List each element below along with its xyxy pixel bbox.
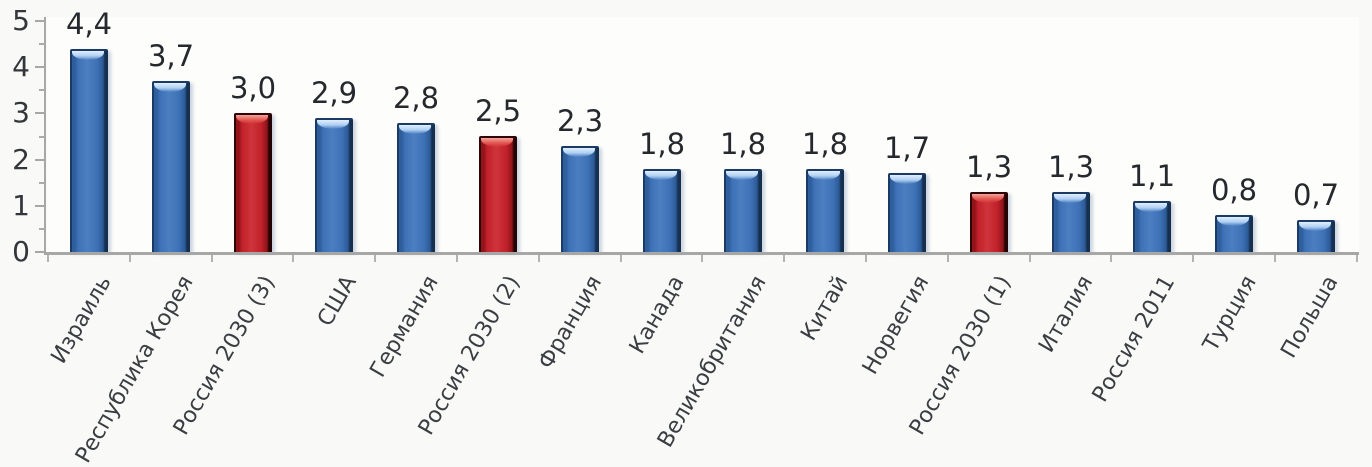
bar-value-label: 0,7 (1292, 178, 1340, 212)
x-axis-tick (129, 255, 131, 262)
x-axis-tick (538, 255, 540, 262)
y-axis-major-tick (35, 204, 45, 207)
y-axis-minor-tick (39, 135, 45, 138)
bar-11 (970, 192, 1008, 252)
bar-value-label: 0,8 (1210, 173, 1258, 207)
bar-10 (888, 173, 926, 252)
y-axis-minor-tick (39, 43, 45, 46)
bar-value-label: 1,7 (883, 131, 931, 165)
bar-9 (806, 169, 844, 252)
bar-13 (1133, 201, 1171, 252)
y-axis-major-tick (35, 112, 45, 115)
bar-14 (1215, 215, 1253, 252)
x-axis-tick (1274, 255, 1276, 262)
bar-value-label: 1,8 (801, 127, 849, 161)
bar-value-label: 2,3 (556, 104, 604, 138)
x-axis-label: Германия (365, 271, 444, 382)
bar-value-label: 2,8 (392, 81, 440, 115)
x-axis-label: Китай (795, 271, 853, 346)
bar-value-label: 2,5 (474, 94, 522, 128)
y-axis-minor-tick (39, 227, 45, 230)
bar-12 (1052, 192, 1090, 252)
x-axis-tick (1356, 255, 1358, 262)
y-axis-tick-label: 5 (12, 4, 30, 37)
bar-1 (152, 81, 190, 252)
x-axis-label: Турция (1198, 271, 1262, 356)
y-axis-major-tick (35, 66, 45, 69)
x-axis-label: Израиль (46, 271, 117, 368)
x-axis-tick (374, 255, 376, 262)
bar-value-label: 3,0 (229, 71, 277, 105)
bar-value-label: 1,3 (1047, 150, 1095, 184)
x-axis-label: Италия (1034, 271, 1099, 358)
bar-value-label: 1,3 (965, 150, 1013, 184)
x-axis-label: Норвегия (858, 271, 935, 379)
x-axis-tick (1110, 255, 1112, 262)
x-axis-label: Франция (534, 271, 608, 374)
bar-6 (561, 146, 599, 252)
y-axis-minor-tick (39, 181, 45, 184)
bar-value-label: 1,1 (1128, 159, 1176, 193)
x-axis-tick (783, 255, 785, 262)
x-axis-tick (292, 255, 294, 262)
bar-7 (643, 169, 681, 252)
y-axis-major-tick (35, 20, 45, 22)
x-axis-tick (701, 255, 703, 262)
x-axis-tick (1192, 255, 1194, 262)
bar-value-label: 1,8 (719, 127, 767, 161)
y-axis-major-tick (35, 158, 45, 161)
bar-2 (234, 113, 272, 252)
x-axis-tick (620, 255, 622, 262)
y-axis-tick-label: 2 (12, 142, 30, 176)
x-axis-tick (947, 255, 949, 262)
y-axis-tick-label: 1 (12, 188, 30, 222)
x-axis-line (44, 252, 1359, 255)
bar-8 (724, 169, 762, 252)
x-axis-label: Польша (1276, 271, 1344, 363)
y-axis-major-tick (35, 251, 45, 253)
x-axis-label: США (313, 271, 363, 331)
x-axis-tick (456, 255, 458, 262)
bar-value-label: 3,7 (147, 39, 195, 73)
x-axis-tick (211, 255, 213, 262)
bar-15 (1297, 220, 1335, 252)
y-axis-minor-tick (39, 89, 45, 92)
x-axis-tick (1029, 255, 1031, 262)
bar-0 (70, 49, 108, 252)
x-axis-tick (865, 255, 867, 262)
y-axis-line (44, 17, 46, 255)
x-axis-tick (47, 255, 49, 262)
y-axis-tick-label: 4 (12, 50, 30, 84)
x-axis-label: Канада (624, 271, 690, 359)
bar-3 (315, 118, 353, 252)
bar-5 (479, 136, 517, 252)
y-axis-tick-label: 3 (12, 96, 30, 130)
y-axis-tick-label: 0 (12, 235, 30, 268)
bar-value-label: 2,9 (310, 76, 358, 110)
x-axis-label: Россия 2011 (1087, 271, 1181, 407)
bar-4 (397, 123, 435, 252)
bar-value-label: 4,4 (65, 7, 113, 41)
bar-value-label: 1,8 (638, 127, 686, 161)
